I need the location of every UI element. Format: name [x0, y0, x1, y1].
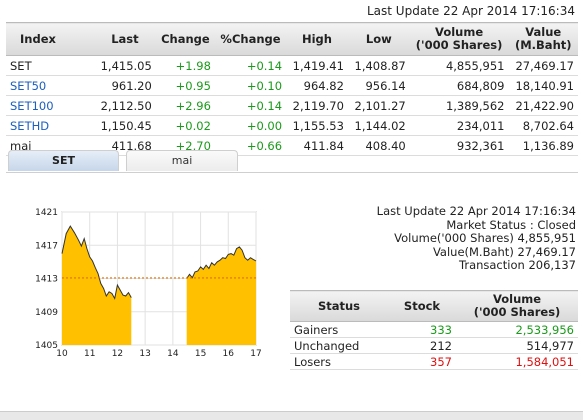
market-info: Last Update 22 Apr 2014 17:16:34 Market …	[376, 204, 576, 273]
x-tick-label: 13	[139, 349, 150, 359]
change-value: +0.02	[155, 115, 215, 136]
market-value: Value(M.Baht) 27,469.17	[432, 244, 576, 259]
x-tick-label: 14	[167, 349, 179, 359]
status-table: Status Stock Volume ('000 Shares) Gainer…	[290, 290, 578, 370]
pchange-value: +0.14	[214, 95, 287, 116]
change-value: +2.96	[155, 95, 215, 116]
header-status: Status	[290, 290, 388, 322]
index-link-sethd[interactable]: SETHD	[6, 115, 94, 136]
status-name: Unchanged	[290, 337, 388, 354]
last-value: 2,112.50	[94, 95, 156, 116]
status-volume: 514,977	[456, 337, 578, 354]
table-row: SET 1,415.05 +1.98 +0.14 1,419.41 1,408.…	[6, 55, 578, 76]
market-tabs: SET mai	[6, 150, 578, 173]
last-value: 1,415.05	[94, 55, 156, 76]
high-value: 411.84	[286, 135, 348, 156]
high-value: 964.82	[286, 75, 348, 96]
header-index: Index	[6, 22, 94, 56]
tab-set[interactable]: SET	[8, 150, 119, 171]
pchange-value: +0.10	[214, 75, 287, 96]
table-row: Unchanged 212 514,977	[290, 337, 578, 354]
status-stock: 333	[388, 321, 456, 338]
high-value: 1,419.41	[286, 55, 348, 76]
last-value: 1,150.45	[94, 115, 156, 136]
index-link-set100[interactable]: SET100	[6, 95, 94, 116]
market-transaction: Transaction 206,137	[459, 258, 576, 273]
low-value: 956.14	[347, 75, 410, 96]
index-table: Index Last Change %Change High Low Volum…	[6, 22, 578, 156]
status-name: Gainers	[290, 321, 388, 338]
y-tick-label: 1417	[35, 241, 58, 251]
market-volume: Volume('000 Shares) 4,855,951	[394, 231, 576, 246]
y-tick-label: 1413	[35, 275, 58, 285]
table-row: Gainers 333 2,533,956	[290, 321, 578, 338]
value-value: 8,702.64	[508, 115, 578, 136]
status-volume: 2,533,956	[456, 321, 578, 338]
status-table-header: Status Stock Volume ('000 Shares)	[290, 290, 578, 322]
index-name: SET	[6, 55, 94, 76]
index-table-header: Index Last Change %Change High Low Volum…	[6, 22, 578, 56]
low-value: 1,144.02	[347, 115, 410, 136]
area-segment	[62, 226, 132, 345]
value-value: 18,140.91	[508, 75, 578, 96]
change-value: +1.98	[155, 55, 215, 76]
header-status-volume: Volume ('000 Shares)	[456, 290, 578, 322]
volume-value: 234,011	[409, 115, 509, 136]
header-stock: Stock	[388, 290, 456, 322]
tab-mai[interactable]: mai	[126, 150, 238, 171]
header-high: High	[286, 22, 348, 56]
status-stock: 212	[388, 337, 456, 354]
low-value: 1,408.87	[347, 55, 410, 76]
table-row: SETHD 1,150.45 +0.02 +0.00 1,155.53 1,14…	[6, 115, 578, 136]
y-tick-label: 1409	[35, 308, 58, 318]
last-update-top: Last Update 22 Apr 2014 17:16:34	[367, 4, 575, 18]
header-value: Value (M.Baht)	[508, 22, 578, 56]
market-status: Market Status : Closed	[446, 217, 576, 232]
header-last: Last	[94, 22, 156, 56]
status-volume: 1,584,051	[456, 353, 578, 370]
header-low: Low	[347, 22, 410, 56]
header-volume: Volume ('000 Shares)	[409, 22, 509, 56]
x-tick-label: 15	[195, 349, 206, 359]
volume-value: 932,361	[409, 135, 509, 156]
market-last-update: Last Update 22 Apr 2014 17:16:34	[376, 204, 576, 218]
footer-bar	[0, 411, 583, 420]
pchange-value: +0.00	[214, 115, 287, 136]
pchange-value: +0.14	[214, 55, 287, 76]
x-tick-label: 17	[250, 349, 261, 359]
high-value: 1,155.53	[286, 115, 348, 136]
index-link-set50[interactable]: SET50	[6, 75, 94, 96]
intraday-chart: 1421 1417 1413 1409 1405 10 11 12 13 14 15 16 17	[0, 200, 280, 365]
y-tick-label: 1421	[35, 208, 58, 218]
value-value: 27,469.17	[508, 55, 578, 76]
volume-value: 4,855,951	[409, 55, 509, 76]
high-value: 2,119.70	[286, 95, 348, 116]
volume-value: 684,809	[409, 75, 509, 96]
status-stock: 357	[388, 353, 456, 370]
x-tick-label: 11	[84, 349, 95, 359]
y-tick-label: 1405	[35, 341, 58, 351]
status-name: Losers	[290, 353, 388, 370]
value-value: 21,422.90	[508, 95, 578, 116]
low-value: 2,101.27	[347, 95, 410, 116]
change-value: +0.95	[155, 75, 215, 96]
value-value: 1,136.89	[508, 135, 578, 156]
low-value: 408.40	[347, 135, 410, 156]
area-segment	[186, 246, 256, 345]
header-pchange: %Change	[214, 22, 287, 56]
price-line	[186, 246, 257, 279]
x-tick-label: 10	[56, 349, 68, 359]
header-change: Change	[155, 22, 215, 56]
table-row: Losers 357 1,584,051	[290, 353, 578, 370]
volume-value: 1,389,562	[409, 95, 509, 116]
last-value: 961.20	[94, 75, 156, 96]
table-row: SET50 961.20 +0.95 +0.10 964.82 956.14 6…	[6, 75, 578, 96]
x-tick-label: 16	[223, 349, 235, 359]
x-tick-label: 12	[112, 349, 123, 359]
table-row: SET100 2,112.50 +2.96 +0.14 2,119.70 2,1…	[6, 95, 578, 116]
